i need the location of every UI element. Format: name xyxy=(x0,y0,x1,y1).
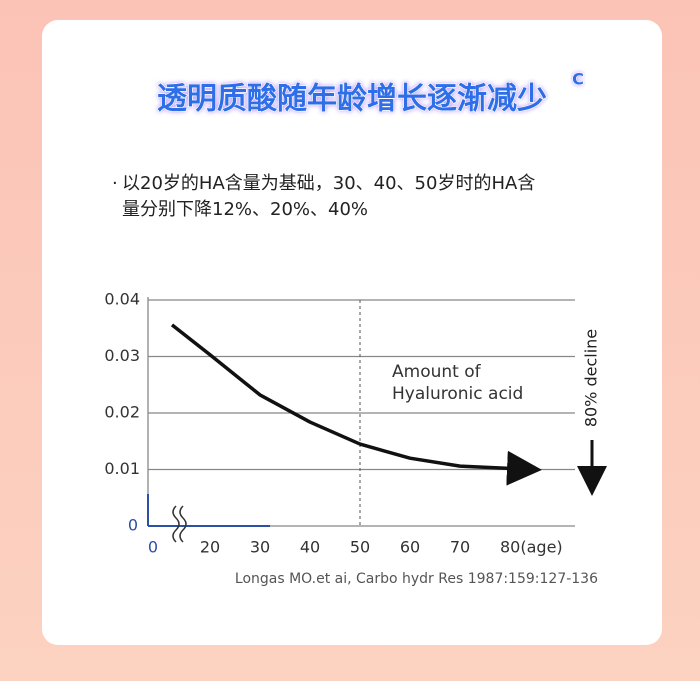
y-tick-label: 0.02 xyxy=(104,403,140,422)
x-tick-label: 70 xyxy=(450,538,470,557)
annotation: Amount of xyxy=(392,362,482,382)
card xyxy=(42,20,662,645)
x-origin-label: 0 xyxy=(148,538,158,557)
axis-break xyxy=(172,505,187,543)
y-tick-label: 0.04 xyxy=(104,290,140,309)
y-tick-label: 0 xyxy=(128,516,138,535)
y-tick-label: 0.03 xyxy=(104,346,140,365)
note-line: 以20岁的HA含量为基础，30、40、50岁时的HA含 xyxy=(122,173,535,194)
x-tick-label: 20 xyxy=(200,538,220,557)
data-line xyxy=(170,323,542,486)
badge: C xyxy=(572,70,584,89)
source: Longas MO.et ai, Carbo hydr Res 1987:159… xyxy=(235,571,598,587)
x-tick-label: 80(age) xyxy=(500,538,563,557)
bullet: · xyxy=(112,173,118,194)
x-tick-label: 60 xyxy=(400,538,420,557)
x-tick-label: 50 xyxy=(350,538,370,557)
side-label: 80% decline xyxy=(582,329,601,427)
note-line: 量分别下降12%、20%、40% xyxy=(122,199,368,220)
x-tick-label: 40 xyxy=(300,538,320,557)
y-tick-label: 0.01 xyxy=(104,459,140,478)
title: 透明质酸随年龄增长逐渐减少 xyxy=(157,82,547,117)
x-tick-label: 30 xyxy=(250,538,270,557)
annotation: Hyaluronic acid xyxy=(392,384,523,404)
chart: 0 0.01 0.02 0.03 0.04 0 20 30 40 50 60 70 80(age) Amo… xyxy=(104,290,607,587)
